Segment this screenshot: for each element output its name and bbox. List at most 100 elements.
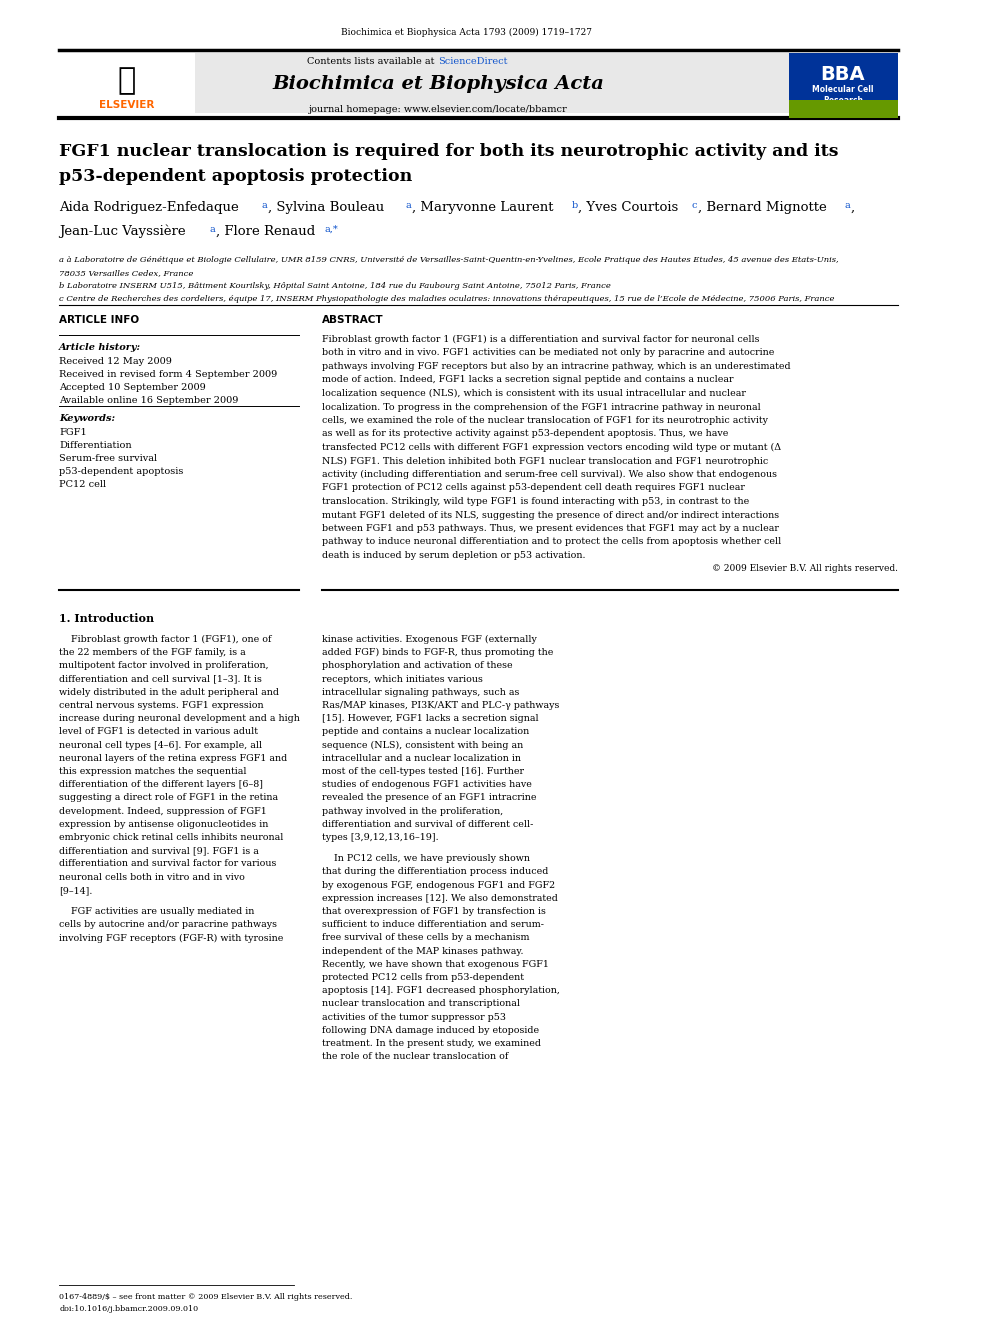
Text: types [3,9,12,13,16–19].: types [3,9,12,13,16–19]. xyxy=(322,833,439,841)
Text: following DNA damage induced by etoposide: following DNA damage induced by etoposid… xyxy=(322,1025,540,1035)
Text: central nervous systems. FGF1 expression: central nervous systems. FGF1 expression xyxy=(60,701,264,710)
Text: the 22 members of the FGF family, is a: the 22 members of the FGF family, is a xyxy=(60,648,246,658)
Text: 0167-4889/$ – see front matter © 2009 Elsevier B.V. All rights reserved.: 0167-4889/$ – see front matter © 2009 El… xyxy=(60,1293,352,1301)
Text: c Centre de Recherches des cordeliers, équipe 17, INSERM Physiopathologie des ma: c Centre de Recherches des cordeliers, é… xyxy=(60,295,834,303)
Text: Keywords:: Keywords: xyxy=(60,414,115,423)
Text: localization. To progress in the comprehension of the FGF1 intracrine pathway in: localization. To progress in the compreh… xyxy=(322,402,761,411)
Text: development. Indeed, suppression of FGF1: development. Indeed, suppression of FGF1 xyxy=(60,807,267,815)
Text: b: b xyxy=(571,201,577,210)
Text: Ras/MAP kinases, PI3K/AKT and PLC-γ pathways: Ras/MAP kinases, PI3K/AKT and PLC-γ path… xyxy=(322,701,559,710)
Text: Contents lists available at: Contents lists available at xyxy=(308,57,438,66)
Text: most of the cell-types tested [16]. Further: most of the cell-types tested [16]. Furt… xyxy=(322,767,525,777)
Text: 🌳: 🌳 xyxy=(118,66,136,95)
Text: activity (including differentiation and serum-free cell survival). We also show : activity (including differentiation and … xyxy=(322,470,778,479)
Text: Differentiation: Differentiation xyxy=(60,441,132,450)
Text: ScienceDirect: ScienceDirect xyxy=(438,57,508,66)
Text: a: a xyxy=(209,225,215,234)
Text: , Yves Courtois: , Yves Courtois xyxy=(578,201,682,214)
Text: , Flore Renaud: , Flore Renaud xyxy=(216,225,319,238)
Text: added FGF) binds to FGF-R, thus promoting the: added FGF) binds to FGF-R, thus promotin… xyxy=(322,648,554,658)
Text: phosphorylation and activation of these: phosphorylation and activation of these xyxy=(322,662,513,671)
FancyBboxPatch shape xyxy=(790,53,898,118)
Text: that overexpression of FGF1 by transfection is: that overexpression of FGF1 by transfect… xyxy=(322,908,547,916)
Text: localization sequence (NLS), which is consistent with its usual intracellular an: localization sequence (NLS), which is co… xyxy=(322,389,746,398)
Text: differentiation and survival factor for various: differentiation and survival factor for … xyxy=(60,860,277,868)
Text: b Laboratoire INSERM U515, Bâtiment Kourilsky, Hôpital Saint Antoine, 184 rue du: b Laboratoire INSERM U515, Bâtiment Kour… xyxy=(60,282,611,290)
Text: ABSTRACT: ABSTRACT xyxy=(322,315,384,325)
Text: ,: , xyxy=(850,201,855,214)
Text: peptide and contains a nuclear localization: peptide and contains a nuclear localizat… xyxy=(322,728,530,737)
Text: death is induced by serum depletion or p53 activation.: death is induced by serum depletion or p… xyxy=(322,550,586,560)
FancyBboxPatch shape xyxy=(60,53,898,112)
Text: pathway to induce neuronal differentiation and to protect the cells from apoptos: pathway to induce neuronal differentiati… xyxy=(322,537,782,546)
Text: Accepted 10 September 2009: Accepted 10 September 2009 xyxy=(60,382,206,392)
Text: suggesting a direct role of FGF1 in the retina: suggesting a direct role of FGF1 in the … xyxy=(60,794,279,803)
Text: nuclear translocation and transcriptional: nuclear translocation and transcriptiona… xyxy=(322,999,521,1008)
Text: FGF1 protection of PC12 cells against p53-dependent cell death requires FGF1 nuc: FGF1 protection of PC12 cells against p5… xyxy=(322,483,745,492)
Text: transfected PC12 cells with different FGF1 expression vectors encoding wild type: transfected PC12 cells with different FG… xyxy=(322,443,782,452)
Text: p53-dependent apoptosis: p53-dependent apoptosis xyxy=(60,467,184,476)
Text: ARTICLE INFO: ARTICLE INFO xyxy=(60,315,139,325)
Text: Available online 16 September 2009: Available online 16 September 2009 xyxy=(60,396,239,405)
Text: differentiation of the different layers [6–8]: differentiation of the different layers … xyxy=(60,781,263,790)
Text: p53-dependent apoptosis protection: p53-dependent apoptosis protection xyxy=(60,168,413,185)
Text: Biochimica et Biophysica Acta 1793 (2009) 1719–1727: Biochimica et Biophysica Acta 1793 (2009… xyxy=(340,28,591,37)
Text: sufficient to induce differentiation and serum-: sufficient to induce differentiation and… xyxy=(322,921,545,929)
Text: differentiation and cell survival [1–3]. It is: differentiation and cell survival [1–3].… xyxy=(60,675,262,684)
Text: free survival of these cells by a mechanism: free survival of these cells by a mechan… xyxy=(322,934,530,942)
Text: a: a xyxy=(261,201,267,210)
Text: embryonic chick retinal cells inhibits neuronal: embryonic chick retinal cells inhibits n… xyxy=(60,833,284,841)
Text: this expression matches the sequential: this expression matches the sequential xyxy=(60,767,247,777)
Text: multipotent factor involved in proliferation,: multipotent factor involved in prolifera… xyxy=(60,662,269,671)
Text: treatment. In the present study, we examined: treatment. In the present study, we exam… xyxy=(322,1039,542,1048)
Text: Biochimica et Biophysica Acta: Biochimica et Biophysica Acta xyxy=(272,75,604,93)
Text: independent of the MAP kinases pathway.: independent of the MAP kinases pathway. xyxy=(322,946,524,955)
Text: cells, we examined the role of the nuclear translocation of FGF1 for its neurotr: cells, we examined the role of the nucle… xyxy=(322,415,769,425)
Text: the role of the nuclear translocation of: the role of the nuclear translocation of xyxy=(322,1052,509,1061)
Text: [9–14].: [9–14]. xyxy=(60,886,92,894)
Text: cells by autocrine and/or paracrine pathways: cells by autocrine and/or paracrine path… xyxy=(60,921,277,929)
Text: a,*: a,* xyxy=(324,225,338,234)
Text: between FGF1 and p53 pathways. Thus, we present evidences that FGF1 may act by a: between FGF1 and p53 pathways. Thus, we … xyxy=(322,524,780,533)
Text: journal homepage: www.elsevier.com/locate/bbamcr: journal homepage: www.elsevier.com/locat… xyxy=(309,105,567,114)
Text: protected PC12 cells from p53-dependent: protected PC12 cells from p53-dependent xyxy=(322,972,525,982)
Text: studies of endogenous FGF1 activities have: studies of endogenous FGF1 activities ha… xyxy=(322,781,533,790)
Text: FGF activities are usually mediated in: FGF activities are usually mediated in xyxy=(60,908,255,916)
Text: doi:10.1016/j.bbamcr.2009.09.010: doi:10.1016/j.bbamcr.2009.09.010 xyxy=(60,1304,198,1312)
Text: BBA: BBA xyxy=(820,65,865,83)
Text: , Bernard Mignotte: , Bernard Mignotte xyxy=(698,201,831,214)
Text: intracellular signaling pathways, such as: intracellular signaling pathways, such a… xyxy=(322,688,520,697)
Text: c: c xyxy=(691,201,697,210)
Text: [15]. However, FGF1 lacks a secretion signal: [15]. However, FGF1 lacks a secretion si… xyxy=(322,714,539,724)
Text: neuronal layers of the retina express FGF1 and: neuronal layers of the retina express FG… xyxy=(60,754,288,763)
Text: Serum-free survival: Serum-free survival xyxy=(60,454,158,463)
Text: , Maryvonne Laurent: , Maryvonne Laurent xyxy=(412,201,558,214)
Text: a: a xyxy=(405,201,411,210)
FancyBboxPatch shape xyxy=(60,53,195,118)
Text: FGF1 nuclear translocation is required for both its neurotrophic activity and it: FGF1 nuclear translocation is required f… xyxy=(60,143,838,160)
Text: 1. Introduction: 1. Introduction xyxy=(60,613,155,624)
Text: Research: Research xyxy=(823,97,863,105)
Text: Fibroblast growth factor 1 (FGF1) is a differentiation and survival factor for n: Fibroblast growth factor 1 (FGF1) is a d… xyxy=(322,335,760,344)
Text: by exogenous FGF, endogenous FGF1 and FGF2: by exogenous FGF, endogenous FGF1 and FG… xyxy=(322,881,556,889)
Text: Received 12 May 2009: Received 12 May 2009 xyxy=(60,357,172,366)
Text: © 2009 Elsevier B.V. All rights reserved.: © 2009 Elsevier B.V. All rights reserved… xyxy=(711,565,898,573)
Text: mutant FGF1 deleted of its NLS, suggesting the presence of direct and/or indirec: mutant FGF1 deleted of its NLS, suggesti… xyxy=(322,511,780,520)
Text: involving FGF receptors (FGF-R) with tyrosine: involving FGF receptors (FGF-R) with tyr… xyxy=(60,934,284,942)
Text: FGF1: FGF1 xyxy=(60,429,87,437)
Text: as well as for its protective activity against p53-dependent apoptosis. Thus, we: as well as for its protective activity a… xyxy=(322,430,729,438)
Text: , Sylvina Bouleau: , Sylvina Bouleau xyxy=(268,201,388,214)
Text: expression increases [12]. We also demonstrated: expression increases [12]. We also demon… xyxy=(322,894,558,902)
Text: kinase activities. Exogenous FGF (externally: kinase activities. Exogenous FGF (extern… xyxy=(322,635,538,644)
Text: differentiation and survival of different cell-: differentiation and survival of differen… xyxy=(322,820,534,828)
Text: pathway involved in the proliferation,: pathway involved in the proliferation, xyxy=(322,807,504,815)
Text: activities of the tumor suppressor p53: activities of the tumor suppressor p53 xyxy=(322,1012,506,1021)
Text: increase during neuronal development and a high: increase during neuronal development and… xyxy=(60,714,301,724)
Text: Jean-Luc Vayssière: Jean-Luc Vayssière xyxy=(60,225,190,238)
Text: ELSEVIER: ELSEVIER xyxy=(99,101,155,110)
Text: both in vitro and in vivo. FGF1 activities can be mediated not only by paracrine: both in vitro and in vivo. FGF1 activiti… xyxy=(322,348,775,357)
Text: widely distributed in the adult peripheral and: widely distributed in the adult peripher… xyxy=(60,688,279,697)
Text: Aida Rodriguez-Enfedaque: Aida Rodriguez-Enfedaque xyxy=(60,201,243,214)
Text: receptors, which initiates various: receptors, which initiates various xyxy=(322,675,483,684)
Text: Molecular Cell: Molecular Cell xyxy=(812,85,874,94)
